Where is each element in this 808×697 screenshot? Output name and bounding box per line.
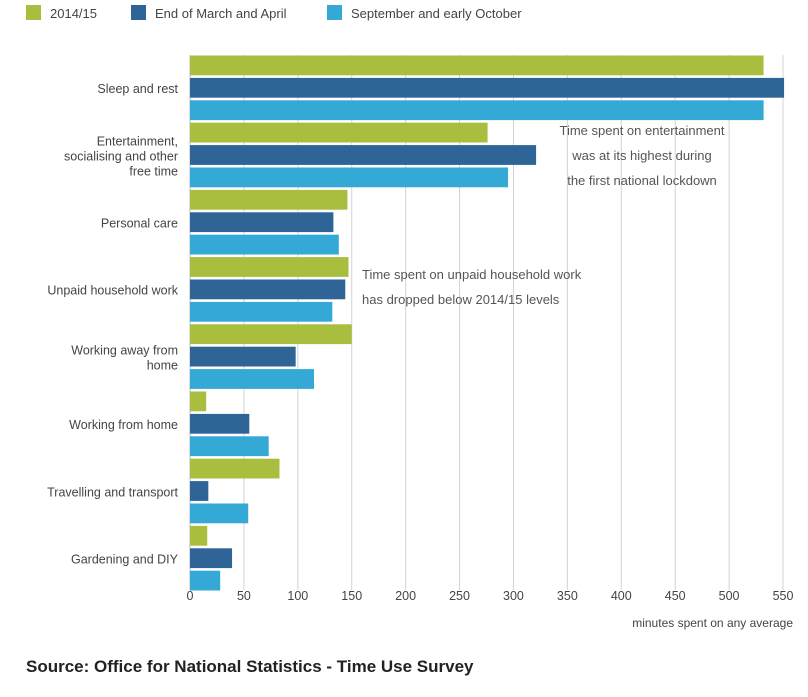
x-tick-100: 100 [287, 589, 308, 603]
x-tick-0: 0 [187, 589, 194, 603]
bar-5-1 [190, 413, 250, 434]
bar-1-2 [190, 167, 509, 188]
bar-2-1 [190, 212, 334, 233]
bar-4-2 [190, 369, 314, 389]
annotation-1-1: has dropped below 2014/15 levels [362, 292, 560, 307]
category-label-6-0: Travelling and transport [47, 485, 178, 499]
bar-2-2 [190, 234, 339, 255]
source-note: Source: Office for National Statistics -… [26, 657, 474, 676]
bar-5-2 [190, 436, 269, 457]
x-tick-250: 250 [449, 589, 470, 603]
x-axis-label: minutes spent on any average [632, 616, 793, 630]
x-axis-ticks: 0 50 100 150 200 250 300 350 400 450 500 550 [187, 589, 794, 603]
bar-chart: 2014/15 End of March and April September a… [26, 5, 794, 630]
x-tick-500: 500 [719, 589, 740, 603]
bar-6-0 [190, 458, 280, 479]
bar-3-0 [190, 257, 349, 277]
bar-6-2 [190, 503, 249, 524]
legend-label-2: September and early October [351, 6, 522, 21]
x-tick-350: 350 [557, 589, 578, 603]
bar-3-2 [190, 301, 333, 322]
bar-2-0 [190, 189, 348, 210]
bar-1-1 [190, 145, 537, 165]
category-label-1-2: free time [129, 164, 178, 178]
x-tick-50: 50 [237, 589, 251, 603]
annotation-0-2: the first national lockdown [567, 173, 717, 188]
bar-7-1 [190, 548, 233, 569]
bar-1-0 [190, 122, 488, 143]
annotation-0-0: Time spent on entertainment [560, 123, 725, 138]
bar-0-0 [190, 55, 764, 76]
x-tick-150: 150 [341, 589, 362, 603]
category-label-0-0: Sleep and rest [97, 82, 178, 96]
bar-4-0 [190, 324, 352, 345]
bars [190, 55, 785, 591]
annotation-1-0: Time spent on unpaid household work [362, 267, 582, 282]
category-label-4-1: home [147, 358, 178, 372]
bar-5-0 [190, 391, 207, 412]
x-tick-450: 450 [665, 589, 686, 603]
bar-7-2 [190, 570, 221, 591]
annotations: Time spent on entertainment was at its hi… [362, 123, 725, 307]
bar-0-2 [190, 100, 764, 121]
x-tick-400: 400 [611, 589, 632, 603]
bar-3-1 [190, 279, 346, 300]
category-label-2-0: Personal care [101, 217, 178, 231]
category-label-4-0: Working away from [71, 343, 178, 357]
bar-6-1 [190, 481, 209, 501]
legend-label-1: End of March and April [155, 6, 287, 21]
category-label-1-0: Entertainment, [97, 134, 178, 148]
annotation-0-1: was at its highest during [571, 148, 711, 163]
x-tick-200: 200 [395, 589, 416, 603]
category-label-5-0: Working from home [69, 418, 178, 432]
gridlines [189, 55, 784, 590]
legend-swatch-1 [131, 5, 146, 20]
bar-7-0 [190, 525, 208, 546]
legend-swatch-2 [327, 5, 342, 20]
category-label-1-1: socialising and other [64, 149, 178, 163]
legend-swatch-0 [26, 5, 41, 20]
category-label-7-0: Gardening and DIY [71, 553, 179, 567]
category-labels: Sleep and rest Entertainment,socialising … [47, 82, 179, 566]
category-label-3-0: Unpaid household work [47, 284, 178, 298]
legend-label-0: 2014/15 [50, 6, 97, 21]
legend: 2014/15 End of March and April September a… [26, 5, 522, 21]
x-tick-300: 300 [503, 589, 524, 603]
bar-4-1 [190, 346, 296, 367]
bar-0-1 [190, 77, 785, 98]
x-tick-550: 550 [773, 589, 794, 603]
